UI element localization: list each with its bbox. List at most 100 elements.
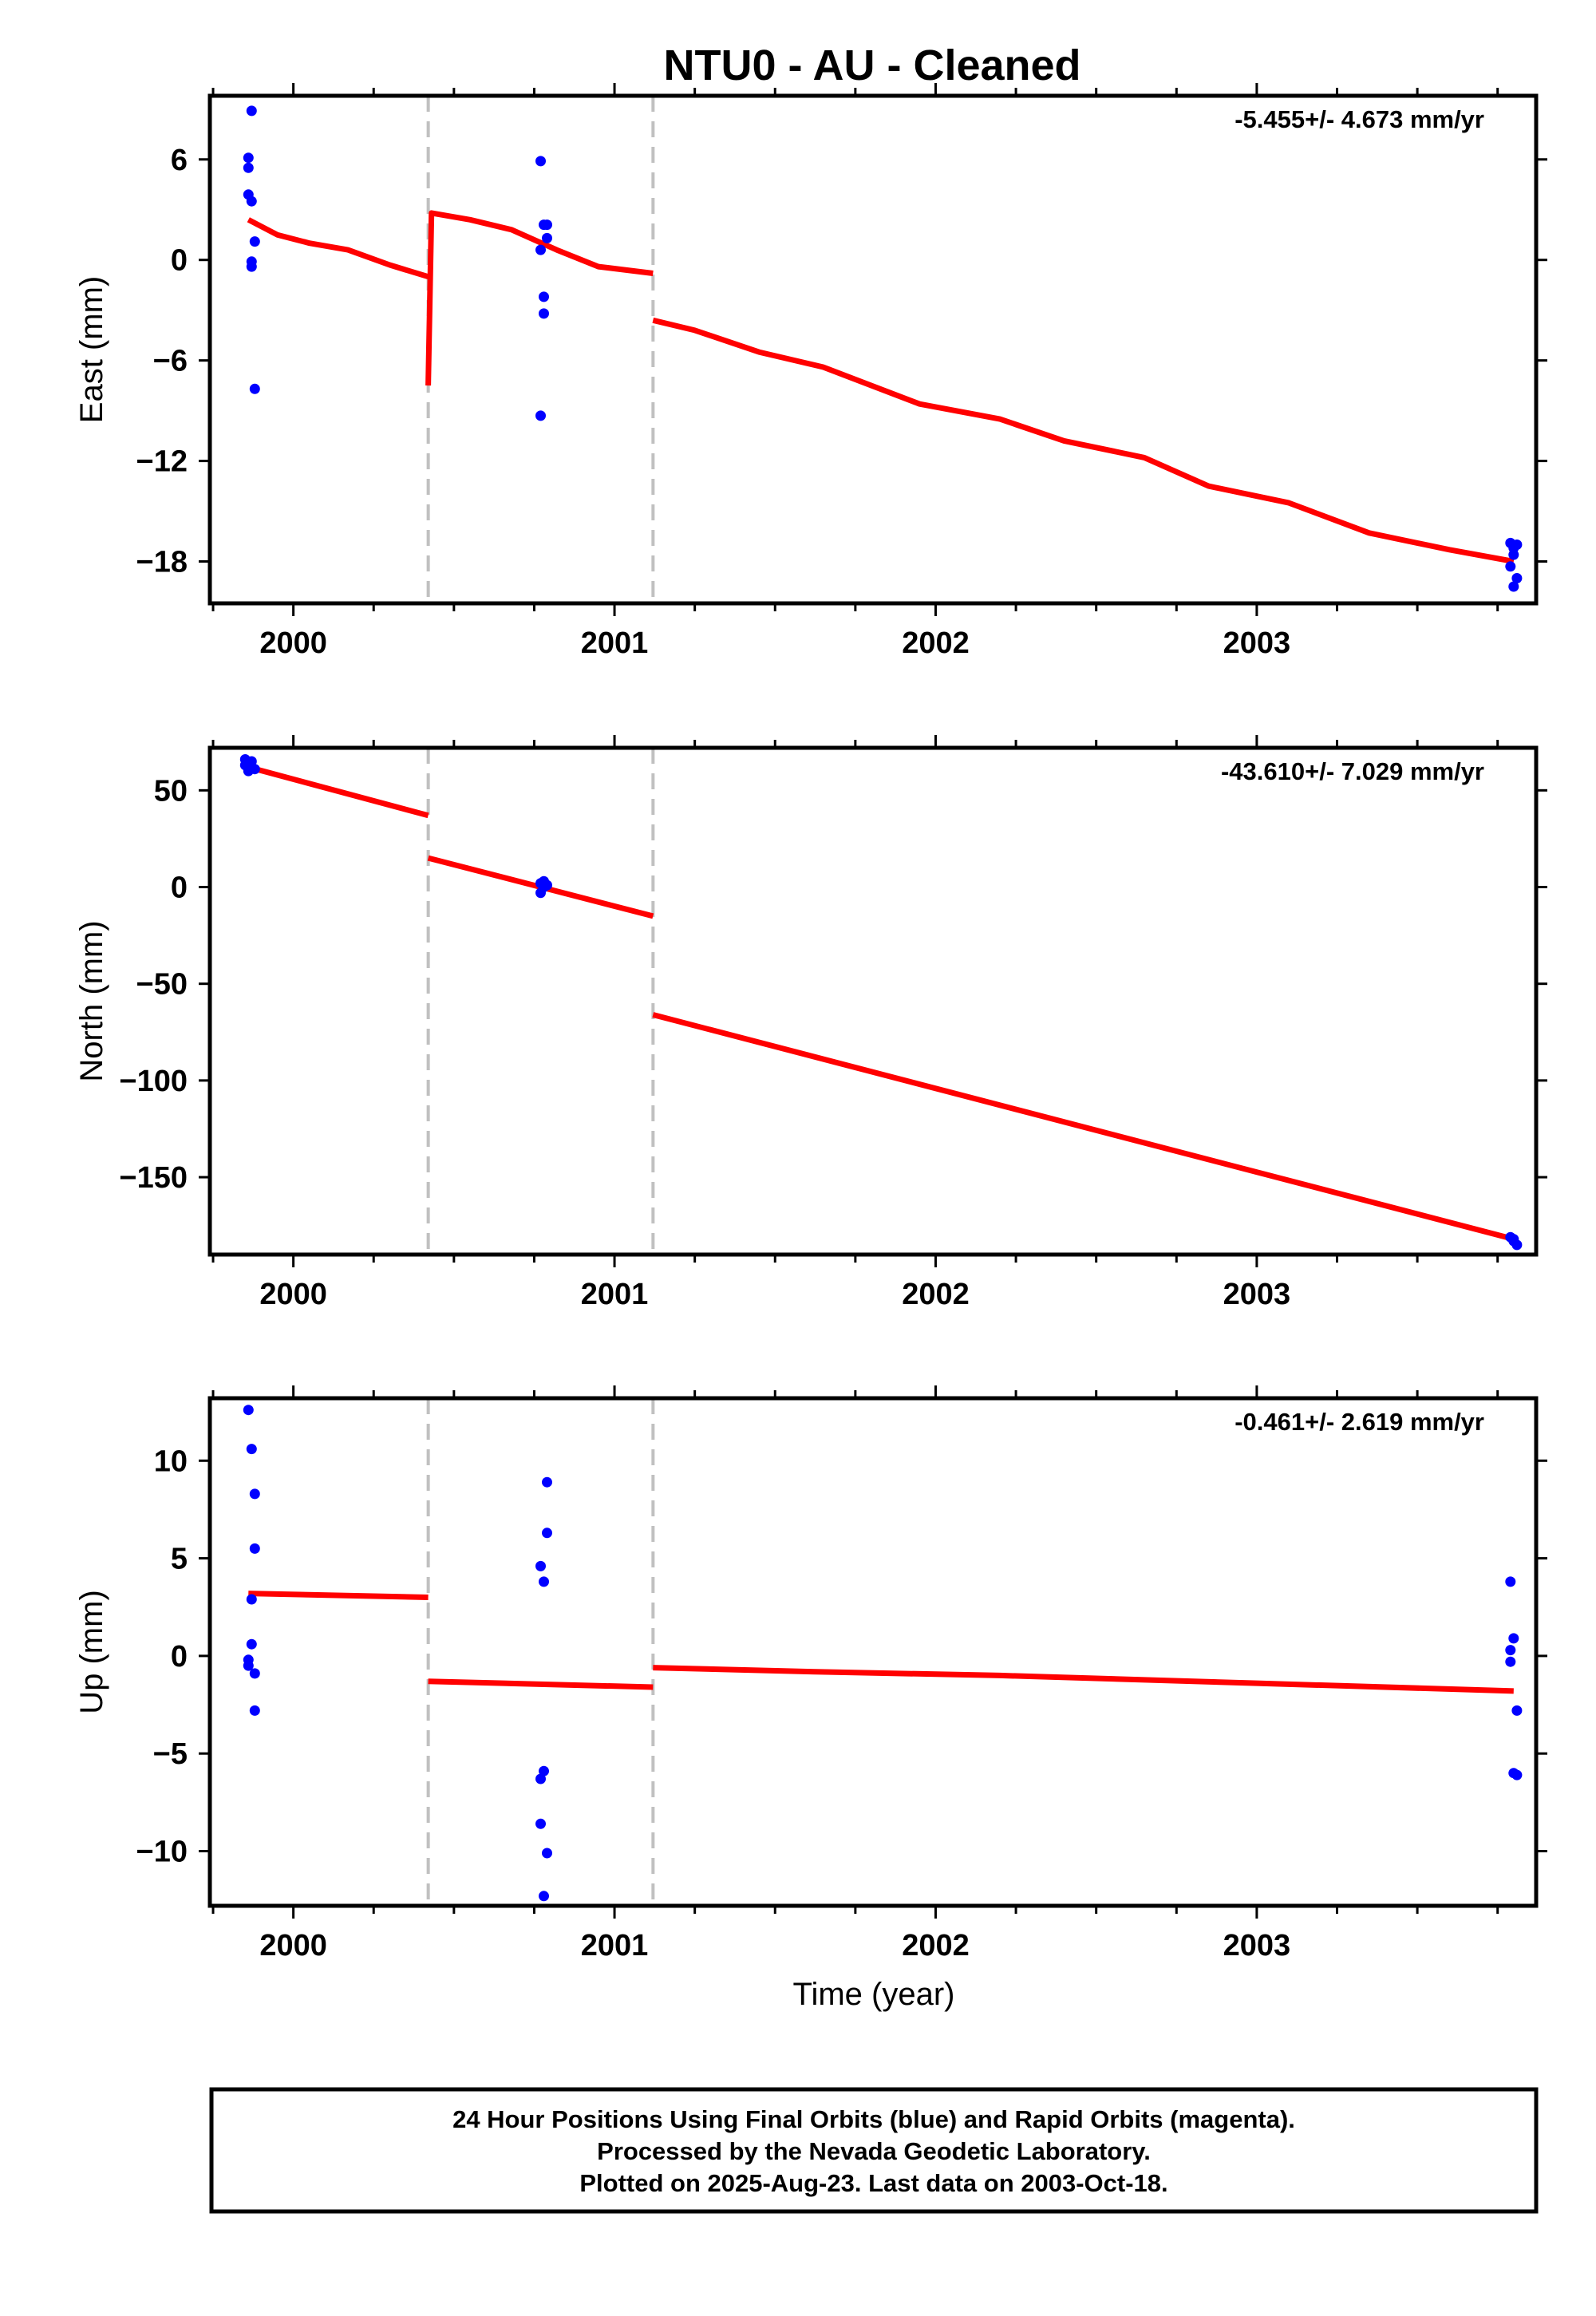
data-point bbox=[249, 1705, 260, 1716]
x-tick-label: 2002 bbox=[902, 1278, 970, 1311]
data-point bbox=[1505, 561, 1516, 572]
panel-1: 6 0 −6 −12 −18 2000 2001 2002 2003 East (mm) -5.45… bbox=[74, 83, 1547, 660]
data-point bbox=[249, 236, 260, 247]
model-segment-2 bbox=[425, 210, 654, 386]
data-point bbox=[249, 383, 260, 394]
data-point bbox=[542, 232, 552, 243]
y-axis-label: North (mm) bbox=[74, 920, 109, 1081]
y-tick-label: 6 bbox=[171, 144, 188, 177]
data-point bbox=[243, 1405, 254, 1416]
data-point bbox=[542, 1476, 552, 1488]
rate-annotation: -0.461+/- 2.619 mm/yr bbox=[1235, 1408, 1484, 1436]
data-point bbox=[535, 1818, 546, 1829]
y-tick-label: −18 bbox=[136, 546, 188, 579]
data-point bbox=[542, 219, 552, 231]
data-point bbox=[539, 1891, 549, 1902]
data-layer bbox=[243, 1405, 1523, 1902]
footer-frame bbox=[209, 2087, 1539, 2214]
data-point bbox=[1505, 1576, 1516, 1587]
x-tick-label: 2001 bbox=[581, 1278, 649, 1311]
y-tick-label: 0 bbox=[171, 1640, 188, 1674]
model-segment-3 bbox=[652, 317, 1515, 564]
y-tick-label: −150 bbox=[119, 1161, 188, 1195]
panel-frame bbox=[207, 745, 1539, 1257]
panel-2: 50 0 −50 −100 −150 2000 2001 2002 2003 North (mm)… bbox=[74, 735, 1547, 1311]
data-point bbox=[539, 875, 549, 887]
data-point bbox=[535, 244, 546, 255]
data-point bbox=[249, 1488, 260, 1500]
y-axis-label: East (mm) bbox=[74, 276, 109, 423]
x-tick-label: 2000 bbox=[259, 626, 327, 660]
y-tick-label: −50 bbox=[136, 968, 188, 1002]
panels: 6 0 −6 −12 −18 2000 2001 2002 2003 East (mm) -5.45… bbox=[74, 83, 1547, 2012]
data-point bbox=[539, 308, 549, 319]
data-point bbox=[535, 887, 546, 899]
x-tick-label: 2003 bbox=[1223, 1278, 1291, 1311]
x-tick-label: 2002 bbox=[902, 626, 970, 660]
x-tick-label: 2002 bbox=[902, 1929, 970, 1962]
data-point bbox=[1511, 539, 1523, 550]
x-tick-label: 2001 bbox=[581, 626, 649, 660]
data-point bbox=[539, 1765, 549, 1777]
data-point bbox=[246, 196, 257, 207]
model-segment-2 bbox=[428, 1678, 654, 1690]
data-point bbox=[1508, 1633, 1519, 1644]
panel-frame bbox=[207, 1396, 1539, 1908]
footer-line-1: 24 Hour Positions Using Final Orbits (bl… bbox=[452, 2105, 1295, 2133]
panel-3: 10 5 0 −5 −10 2000 2001 2002 2003 Up (mm) -0.461+/… bbox=[74, 1385, 1547, 2012]
footer-line-2: Processed by the Nevada Geodetic Laborat… bbox=[597, 2137, 1151, 2165]
y-tick-label: −6 bbox=[153, 345, 188, 378]
model-segment-3 bbox=[653, 1665, 1514, 1694]
panel-frame bbox=[207, 93, 1539, 606]
footer-box: 24 Hour Positions Using Final Orbits (bl… bbox=[209, 2087, 1539, 2214]
y-tick-label: 50 bbox=[154, 774, 188, 808]
footer-line-3: Plotted on 2025-Aug-23. Last data on 200… bbox=[579, 2169, 1167, 2197]
y-tick-label: −10 bbox=[136, 1836, 188, 1869]
data-point bbox=[239, 760, 251, 771]
y-axis-label: Up (mm) bbox=[74, 1590, 109, 1714]
x-axis-label: Time (year) bbox=[793, 1977, 955, 2012]
x-tick-label: 2003 bbox=[1223, 626, 1291, 660]
data-point bbox=[246, 1638, 257, 1650]
y-tick-label: −100 bbox=[119, 1065, 188, 1098]
data-point bbox=[535, 156, 546, 167]
data-point bbox=[539, 1576, 549, 1587]
data-point bbox=[1508, 549, 1519, 560]
data-point bbox=[1505, 1645, 1516, 1656]
data-point bbox=[246, 1444, 257, 1455]
data-point bbox=[1511, 573, 1523, 583]
data-point bbox=[1511, 1769, 1523, 1780]
data-point bbox=[1508, 1234, 1519, 1245]
model-segment-1 bbox=[247, 217, 429, 280]
data-point bbox=[246, 1594, 257, 1605]
rate-annotation: -43.610+/- 7.029 mm/yr bbox=[1221, 757, 1484, 785]
data-point bbox=[243, 162, 254, 173]
data-point bbox=[542, 1528, 552, 1539]
y-tick-label: −5 bbox=[153, 1737, 188, 1771]
data-point bbox=[246, 261, 257, 272]
rate-annotation: -5.455+/- 4.673 mm/yr bbox=[1235, 105, 1484, 133]
data-point bbox=[535, 410, 546, 421]
model-segment-1 bbox=[248, 1591, 429, 1600]
model-segment-1 bbox=[247, 764, 429, 819]
data-point bbox=[243, 1660, 254, 1671]
data-point bbox=[535, 1773, 546, 1784]
data-point bbox=[542, 1848, 552, 1859]
y-tick-label: 0 bbox=[171, 244, 188, 278]
data-point bbox=[539, 291, 549, 302]
figure-title: NTU0 - AU - Cleaned bbox=[663, 41, 1080, 89]
data-layer bbox=[243, 105, 1523, 592]
data-point bbox=[243, 152, 254, 164]
y-tick-label: 5 bbox=[171, 1543, 188, 1576]
y-tick-label: −12 bbox=[136, 445, 188, 479]
y-tick-label: 0 bbox=[171, 871, 188, 905]
data-point bbox=[249, 1668, 260, 1679]
x-tick-label: 2001 bbox=[581, 1929, 649, 1962]
data-layer bbox=[239, 754, 1523, 1251]
y-tick-label: 10 bbox=[154, 1445, 188, 1478]
data-point bbox=[246, 105, 257, 117]
data-point bbox=[1508, 581, 1519, 592]
data-point bbox=[1505, 1656, 1516, 1667]
x-tick-label: 2000 bbox=[259, 1278, 327, 1311]
